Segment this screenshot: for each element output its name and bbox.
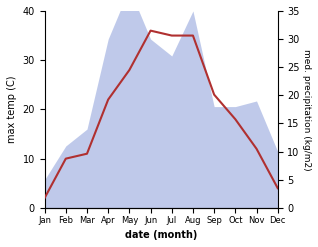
Y-axis label: med. precipitation (kg/m2): med. precipitation (kg/m2) [302,49,311,170]
Y-axis label: max temp (C): max temp (C) [7,76,17,143]
X-axis label: date (month): date (month) [125,230,197,240]
